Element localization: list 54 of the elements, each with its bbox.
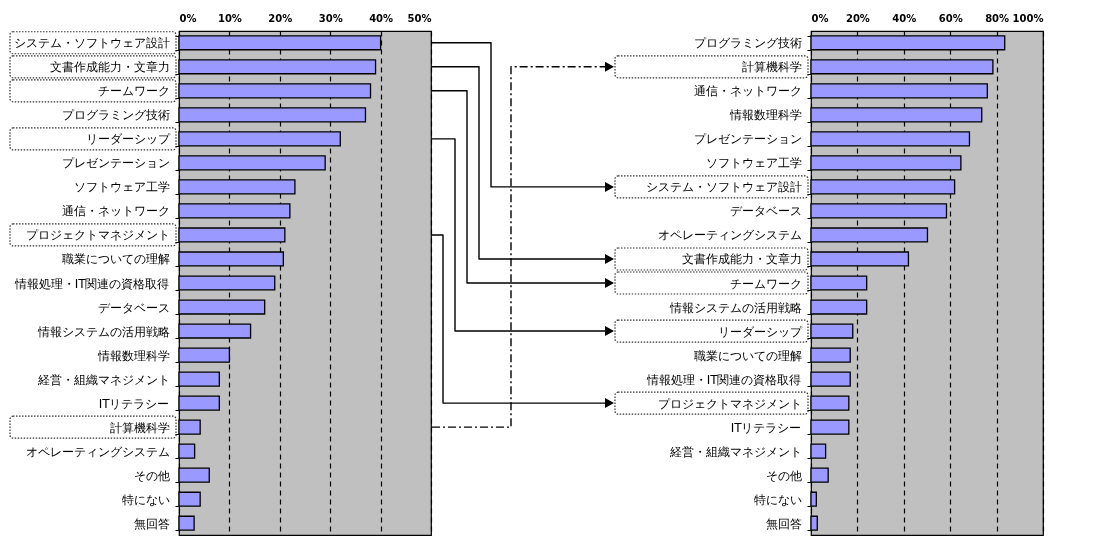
y-tick-label: リーダーシップ <box>717 324 803 339</box>
y-tick-label: 情報数理科学 <box>728 108 802 123</box>
x-tick-label: 50% <box>407 12 432 24</box>
y-tick-label: 職業についての理解 <box>693 348 802 363</box>
x-tick-label: 0% <box>811 12 829 24</box>
y-tick-label: その他 <box>765 468 802 483</box>
y-tick-label: リーダーシップ <box>85 132 171 147</box>
y-tick-label: 文書作成能力・文章力 <box>681 252 802 267</box>
x-tick-label: 0% <box>179 12 197 24</box>
y-tick-label: 情報システムの活用戦略 <box>36 324 170 339</box>
y-tick-label: 計算機科学 <box>741 60 802 75</box>
y-tick-label: プログラミング技術 <box>61 108 170 123</box>
x-tick-label: 30% <box>318 12 343 24</box>
y-tick-label: 経営・組織マネジメント <box>36 372 170 387</box>
x-tick-label: 20% <box>268 12 293 24</box>
y-tick-label: 職業についての理解 <box>61 252 170 267</box>
y-tick-label: 情報処理・IT関連の資格取得 <box>13 276 170 291</box>
y-tick-label: オペレーティングシステム <box>25 444 170 459</box>
y-tick-label: オペレーティングシステム <box>657 228 802 243</box>
y-tick-label: 情報システムの活用戦略 <box>668 300 802 315</box>
y-tick-label: 無回答 <box>133 516 170 531</box>
y-tick-label: システム・ソフトウェア設計 <box>13 36 170 51</box>
x-tick-label: 80% <box>985 12 1010 24</box>
y-tick-label: ITリテラシー <box>98 396 170 411</box>
y-tick-label: 特にない <box>121 492 170 507</box>
y-tick-label: 経営・組織マネジメント <box>668 444 802 459</box>
y-tick-label: 情報処理・IT関連の資格取得 <box>645 372 802 387</box>
y-tick-label: その他 <box>133 468 170 483</box>
y-tick-label: プロジェクトマネジメント <box>657 396 802 411</box>
x-tick-label: 40% <box>892 12 917 24</box>
y-tick-label: チームワーク <box>97 84 170 99</box>
y-tick-label: 通信・ネットワーク <box>693 84 802 99</box>
y-tick-label: 特にない <box>753 492 802 507</box>
y-tick-label: プレゼンテーション <box>693 132 802 147</box>
y-tick-label: 計算機科学 <box>109 420 170 435</box>
y-tick-label: ソフトウェア工学 <box>705 156 802 171</box>
y-tick-label: プログラミング技術 <box>693 36 802 51</box>
x-tick-label: 100% <box>1012 12 1044 24</box>
x-tick-label: 60% <box>938 12 963 24</box>
y-tick-label: 通信・ネットワーク <box>61 204 170 219</box>
y-tick-label: プロジェクトマネジメント <box>25 228 170 243</box>
x-tick-label: 10% <box>217 12 242 24</box>
y-tick-label: データベース <box>97 300 170 315</box>
y-tick-label: ソフトウェア工学 <box>73 180 170 195</box>
y-tick-label: チームワーク <box>729 276 802 291</box>
y-tick-label: ITリテラシー <box>730 420 802 435</box>
y-tick-label: システム・ソフトウェア設計 <box>645 180 802 195</box>
y-tick-label: データベース <box>729 204 802 219</box>
y-tick-label: プレゼンテーション <box>61 156 170 171</box>
y-tick-label: 情報数理科学 <box>96 348 170 363</box>
x-tick-label: 40% <box>369 12 394 24</box>
y-tick-label: 無回答 <box>765 516 802 531</box>
x-tick-label: 20% <box>845 12 870 24</box>
y-tick-label: 文書作成能力・文章力 <box>49 60 170 75</box>
